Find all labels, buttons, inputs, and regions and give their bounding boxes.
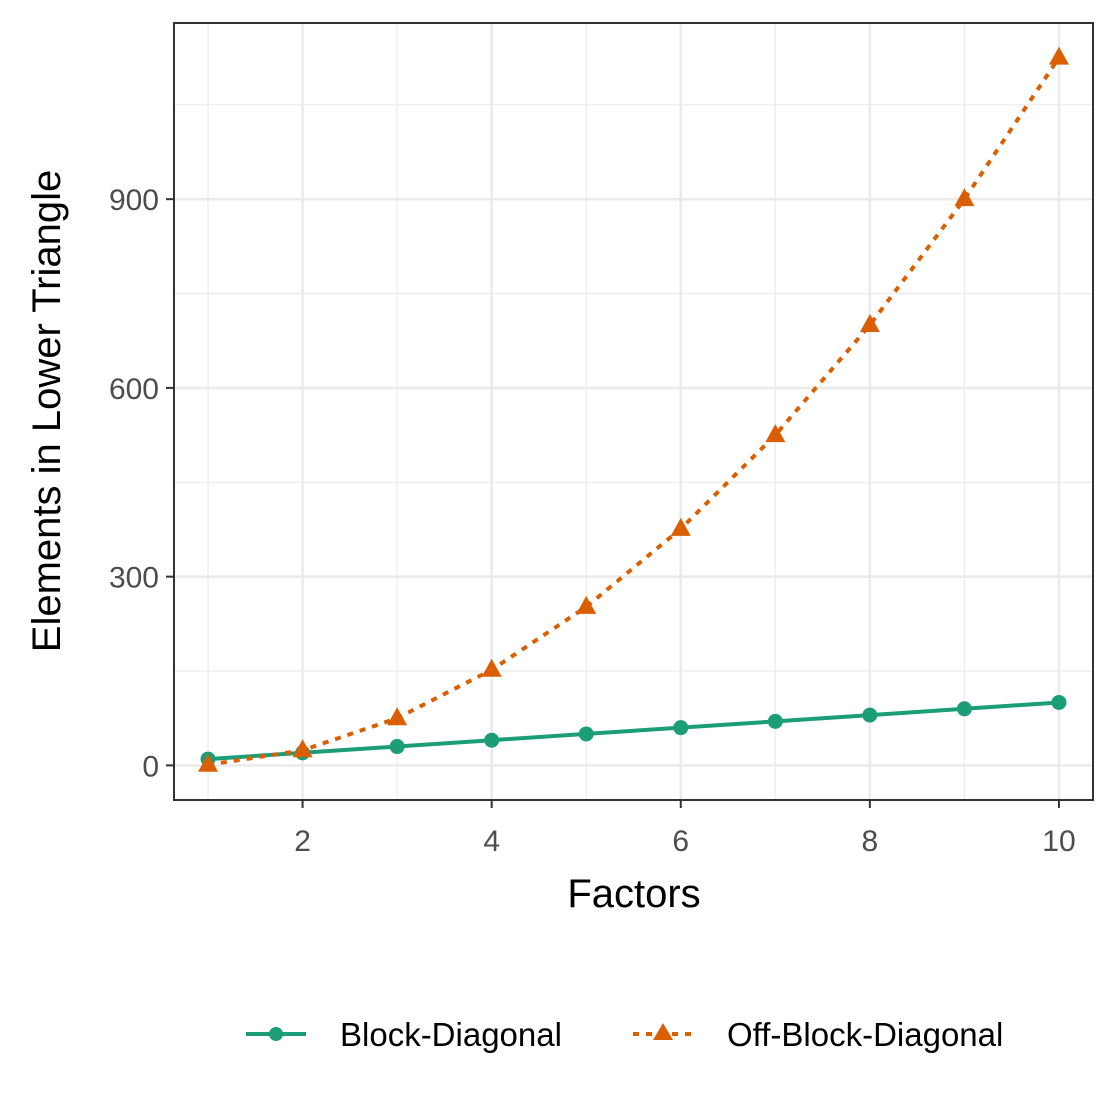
y-tick-label: 300 — [109, 562, 159, 595]
plot-border — [173, 22, 1094, 801]
data-point-block-diagonal — [578, 726, 594, 742]
data-point-off-block-diagonal — [198, 753, 219, 772]
data-point-off-block-diagonal — [481, 658, 502, 677]
data-point-block-diagonal — [1051, 694, 1067, 710]
data-point-off-block-diagonal — [1048, 46, 1069, 65]
x-tick-label: 6 — [672, 825, 689, 858]
data-point-block-diagonal — [389, 739, 405, 755]
data-point-block-diagonal — [862, 707, 878, 723]
data-point-off-block-diagonal — [670, 517, 691, 536]
data-point-block-diagonal — [484, 732, 500, 748]
y-tick-label: 900 — [109, 184, 159, 217]
data-point-off-block-diagonal — [954, 188, 975, 207]
axis-ticks — [166, 198, 1060, 808]
legend-key-marker-block-diagonal — [269, 1027, 283, 1041]
data-point-off-block-diagonal — [387, 707, 408, 726]
y-tick-label: 0 — [142, 750, 159, 783]
x-tick-label: 8 — [862, 825, 879, 858]
tick-labels: 2 4 6 8 10 0 300 600 900 — [109, 184, 1076, 858]
plot-panel — [174, 23, 1093, 800]
series-line-off-block-diagonal — [207, 56, 1061, 767]
data-point-block-diagonal — [767, 713, 783, 729]
series-layer — [198, 46, 1069, 772]
data-point-off-block-diagonal — [765, 424, 786, 443]
series-line-block-diagonal — [207, 700, 1060, 762]
x-axis-title: Factors — [567, 872, 700, 916]
legend-item-block-diagonal: Block-Diagonal — [246, 1016, 562, 1053]
legend-key-marker-off-block-diagonal — [653, 1023, 673, 1040]
data-point-block-diagonal — [956, 701, 972, 717]
x-tick-label: 4 — [483, 825, 500, 858]
legend-label-off-block-diagonal: Off-Block-Diagonal — [727, 1016, 1003, 1053]
data-point-off-block-diagonal — [292, 739, 313, 758]
legend: Block-Diagonal Off-Block-Diagonal — [246, 1016, 1003, 1053]
grid-minor — [174, 23, 1093, 800]
data-point-block-diagonal — [673, 720, 689, 736]
data-point-off-block-diagonal — [859, 313, 880, 332]
x-tick-label: 10 — [1042, 825, 1075, 858]
y-tick-label: 600 — [109, 373, 159, 406]
legend-label-block-diagonal: Block-Diagonal — [340, 1016, 562, 1053]
y-axis-title: Elements in Lower Triangle — [25, 170, 69, 652]
legend-item-off-block-diagonal: Off-Block-Diagonal — [633, 1016, 1003, 1053]
x-tick-label: 2 — [294, 825, 311, 858]
data-point-off-block-diagonal — [576, 595, 597, 614]
